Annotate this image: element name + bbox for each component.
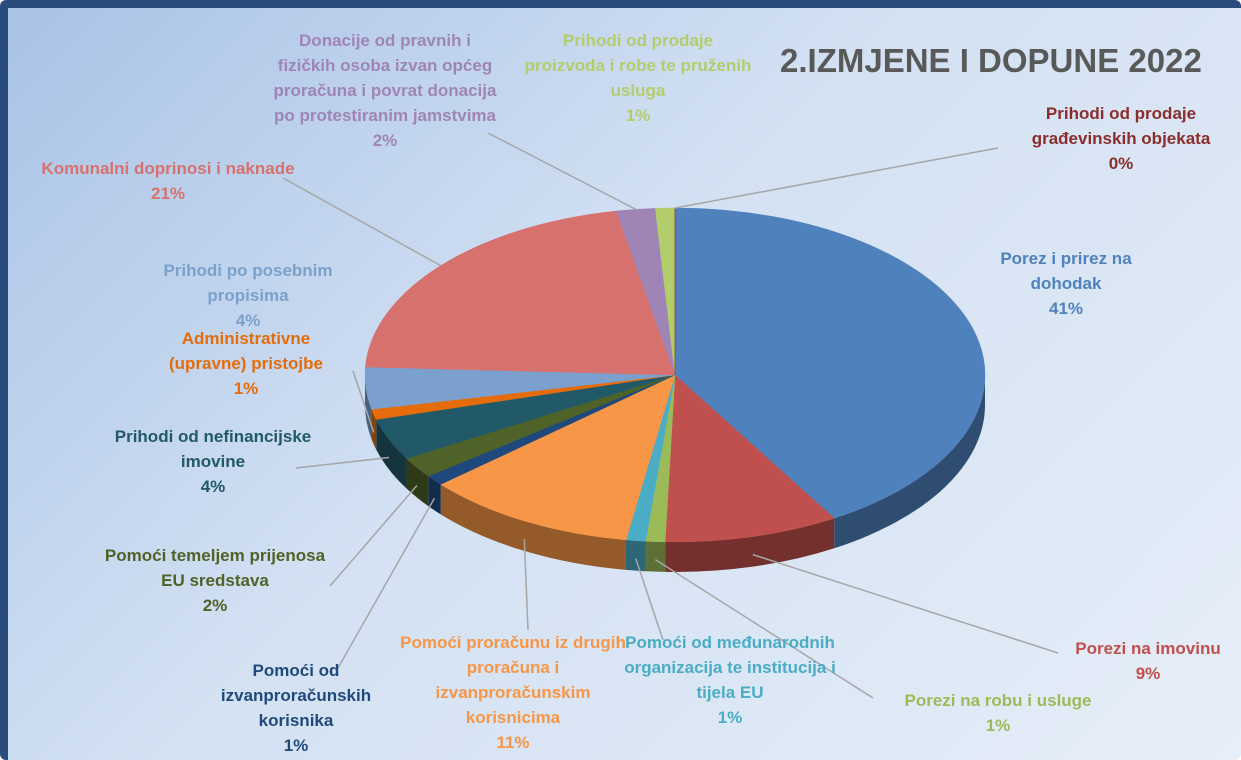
value-label: 1% xyxy=(625,106,651,125)
data-label: Prihodi od nefinancijske imovine 4% xyxy=(113,424,313,499)
data-label: Administrativne (upravne) pristojbe 1% xyxy=(146,326,346,401)
category-label: Administrativne (upravne) pristojbe xyxy=(169,329,323,373)
leader-line xyxy=(295,456,390,469)
slice-side xyxy=(406,458,429,507)
slice-side xyxy=(376,419,407,489)
value-label: 1% xyxy=(283,736,309,755)
slice-side xyxy=(665,518,835,572)
leader-line xyxy=(329,485,418,587)
category-label: Porezi na robu i usluge xyxy=(904,691,1092,710)
category-label: Porezi na imovinu xyxy=(1075,639,1221,658)
slice-side xyxy=(440,484,627,570)
slice xyxy=(440,374,676,541)
data-label: Pomoći od izvanproračunskih korisnika 1% xyxy=(196,658,396,758)
leader-line xyxy=(674,147,999,209)
data-label: Prihodi od prodaje građevinskih objekata… xyxy=(1001,101,1241,176)
data-label: Pomoći proračunu iz drugih proračuna i i… xyxy=(398,630,628,755)
data-label: Porezi na imovinu 9% xyxy=(1053,636,1241,686)
value-label: 1% xyxy=(717,708,743,727)
chart-title: 2.IZMJENE I DOPUNE 2022 xyxy=(780,42,1202,79)
slice-side xyxy=(626,539,646,572)
slice-side xyxy=(371,409,377,450)
slice xyxy=(664,374,835,543)
leader-line xyxy=(523,538,529,631)
value-label: 21% xyxy=(150,184,186,203)
data-label: Porezi na robu i usluge 1% xyxy=(873,688,1123,738)
value-label: 1% xyxy=(985,716,1011,735)
value-label: 41% xyxy=(1048,299,1084,318)
category-label: Prihodi od prodaje proizvoda i robe te p… xyxy=(524,31,752,100)
value-label: 9% xyxy=(1135,664,1161,683)
data-label: Prihodi po posebnim propisima 4% xyxy=(133,258,363,333)
value-label: 0% xyxy=(1108,154,1134,173)
data-label: Komunalni doprinosi i naknade 21% xyxy=(28,156,308,206)
pie-area xyxy=(282,132,1059,699)
value-label: 1% xyxy=(233,379,259,398)
leader-line xyxy=(752,553,1059,654)
data-label: Prihodi od prodaje proizvoda i robe te p… xyxy=(523,28,753,128)
category-label: Pomoći od izvanproračunskih korisnika xyxy=(220,661,372,730)
leader-line xyxy=(487,132,637,211)
category-label: Komunalni doprinosi i naknade xyxy=(41,159,295,178)
category-label: Prihodi od nefinancijske imovine xyxy=(114,427,312,471)
value-label: 11% xyxy=(496,733,530,752)
value-label: 2% xyxy=(372,131,398,150)
value-label: 2% xyxy=(202,596,228,615)
category-label: Donacije od pravnih i fizičkih osoba izv… xyxy=(273,31,497,125)
leader-line xyxy=(352,370,375,433)
value-label: 4% xyxy=(200,477,226,496)
data-label: Porez i prirez na dohodak 41% xyxy=(976,246,1156,321)
leader-line xyxy=(635,558,664,641)
leader-line xyxy=(654,559,874,699)
slice-side xyxy=(834,375,985,549)
data-label: Pomoći od međunarodnih organizacija te i… xyxy=(620,630,840,730)
leader-line xyxy=(282,177,442,267)
category-label: Pomoći od međunarodnih organizacija te i… xyxy=(624,633,836,702)
value-label: 4% xyxy=(235,311,261,330)
category-label: Pomoći temeljem prijenosa EU sredstava xyxy=(104,546,326,590)
slice-side xyxy=(645,541,666,572)
leader-line xyxy=(337,497,436,669)
slice xyxy=(674,207,986,519)
category-label: Prihodi po posebnim propisima xyxy=(163,261,333,305)
category-label: Pomoći proračunu iz drugih proračuna i i… xyxy=(400,633,626,727)
data-label: Pomoći temeljem prijenosa EU sredstava 2% xyxy=(95,543,335,618)
slice xyxy=(365,210,676,376)
category-label: Prihodi od prodaje građevinskih objekata xyxy=(1031,104,1211,148)
category-label: Porez i prirez na dohodak xyxy=(1000,249,1132,293)
data-label: Donacije od pravnih i fizičkih osoba izv… xyxy=(270,28,500,153)
